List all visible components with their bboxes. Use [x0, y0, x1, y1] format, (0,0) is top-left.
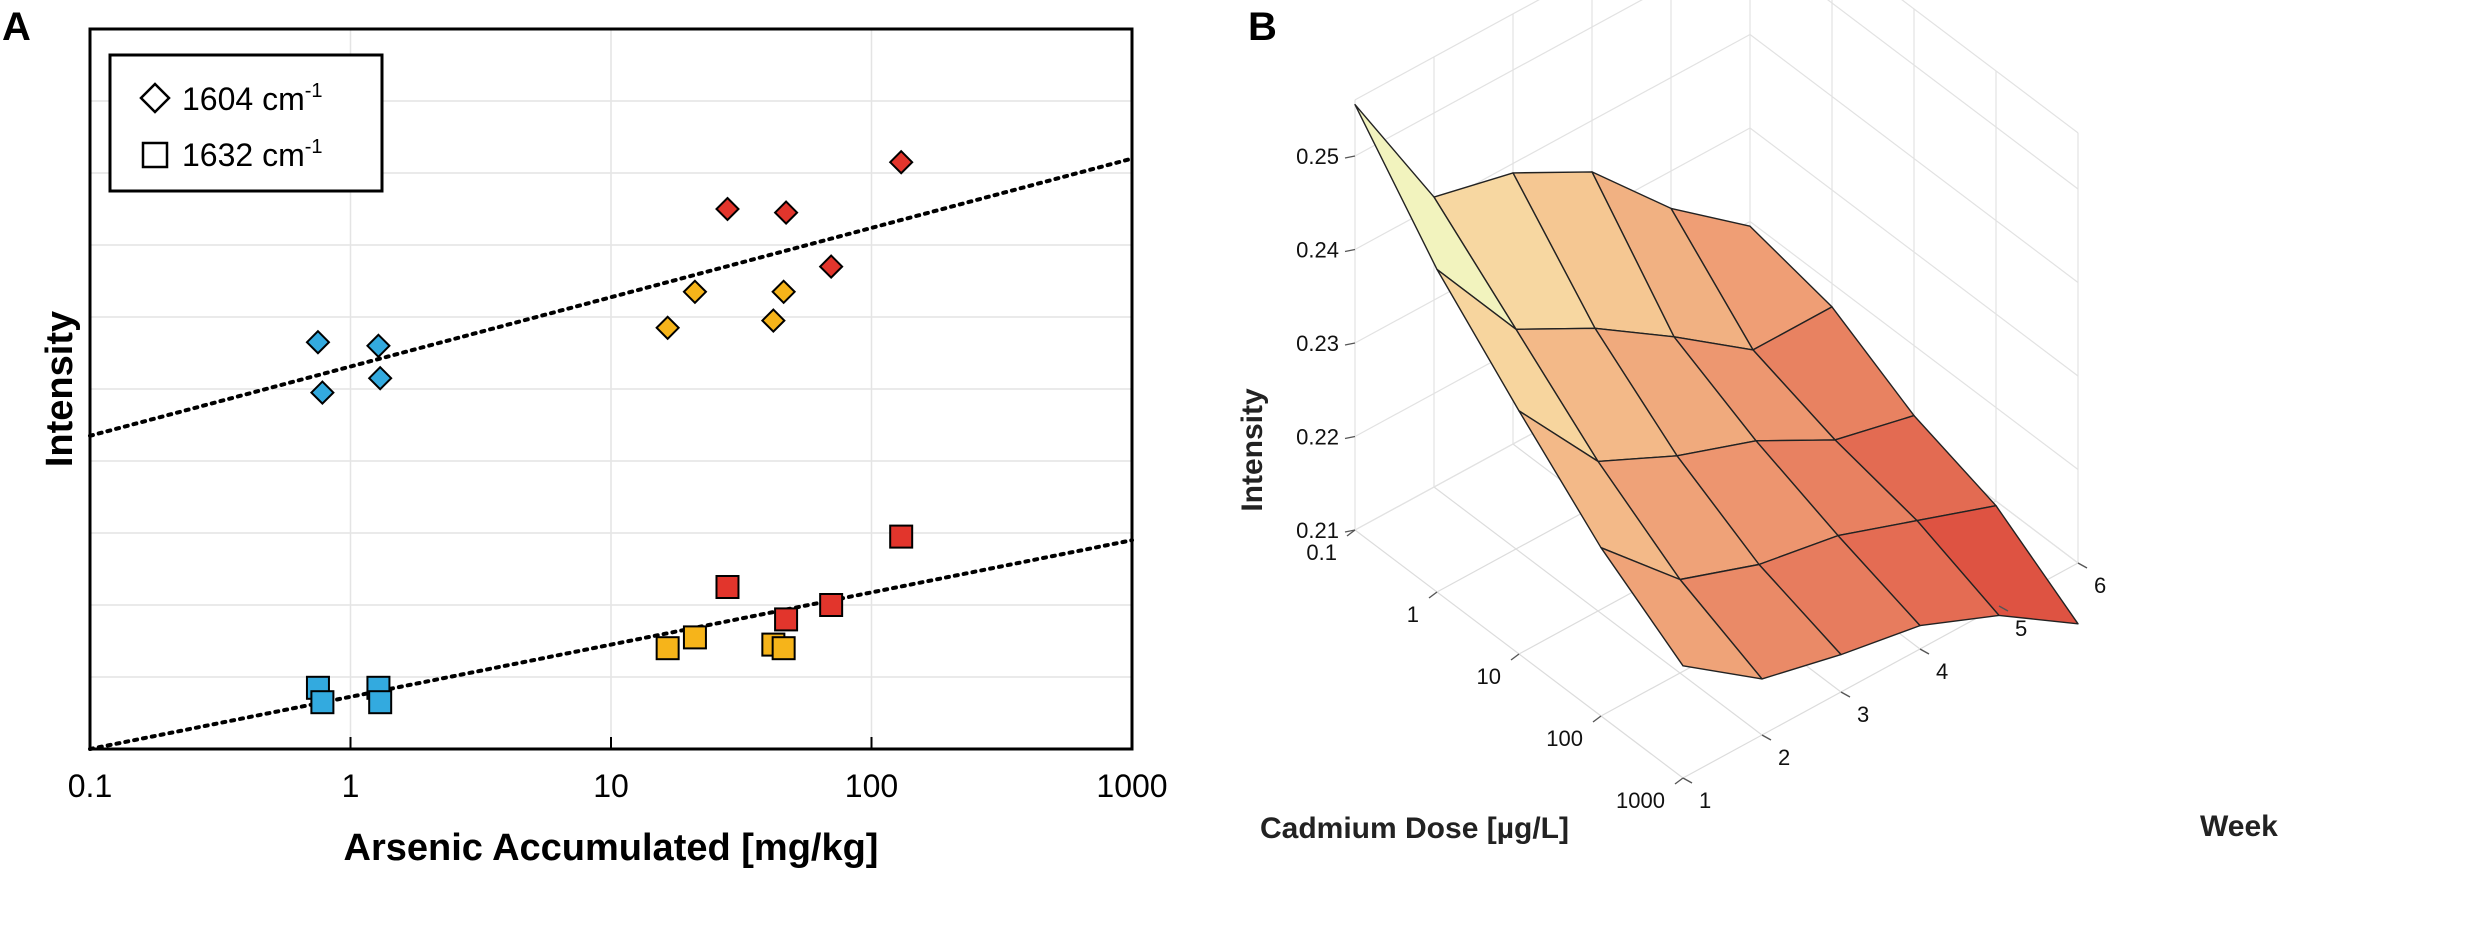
z-tick-label: 0.23	[1296, 331, 1339, 356]
surface-facet	[1600, 547, 1763, 680]
y-tick-label: 4	[1936, 659, 1948, 684]
panel-a-x-ticks: 0.1 1 10 100 1000	[68, 737, 1168, 804]
y-tick-mark	[1919, 648, 1930, 655]
floor-gridline	[1433, 486, 1763, 736]
x-tick-mark	[1428, 591, 1438, 599]
y-tick-label: 1	[1699, 788, 1711, 813]
legend-entry-1632-text: 1632 cm	[182, 137, 305, 173]
panel-b-surface	[1354, 103, 2079, 680]
x-tick-label: 1000	[1096, 768, 1167, 804]
x-tick-mark	[1346, 529, 1356, 537]
data-point-square	[771, 636, 796, 661]
x-tick-label: 1	[342, 768, 360, 804]
x-tick-mark	[1592, 715, 1602, 723]
z-tick-mark	[1344, 342, 1356, 346]
z-tick-label: 0.22	[1296, 425, 1339, 450]
data-point-square	[368, 690, 393, 715]
panel-a-scatter-chart: A 0.1 1 10 100 1000 Arsenic Accumulated [mg/…	[2, 5, 1168, 869]
x-tick-mark	[1674, 777, 1684, 785]
y-tick-label: 2	[1778, 745, 1790, 770]
data-point-square	[819, 593, 844, 617]
y-tick-mark	[2077, 562, 2088, 569]
panel-a-trendlines	[88, 156, 1134, 751]
legend-entry-1632-superscript: -1	[305, 136, 323, 158]
z-tick-mark	[1344, 435, 1356, 440]
panel-a-label: A	[2, 5, 31, 49]
data-point-diamond	[771, 279, 797, 305]
data-point-diamond	[715, 196, 740, 222]
data-point-diamond	[305, 329, 331, 355]
legend-square-icon	[141, 141, 169, 169]
panel-b-z-axis-title: Intensity	[1236, 388, 1269, 512]
x-tick-label: 0.1	[68, 768, 112, 804]
data-point-diamond	[367, 365, 393, 391]
data-point-diamond	[888, 149, 914, 175]
data-point-square	[774, 607, 799, 632]
legend-entry-1604: 1604 cm-1	[182, 80, 323, 117]
x-tick-mark	[1510, 653, 1520, 661]
trendline	[88, 538, 1134, 751]
y-tick-mark	[1761, 734, 1772, 741]
data-point-diamond	[760, 308, 786, 334]
data-point-square	[889, 524, 914, 549]
x-tick-label: 10	[1477, 664, 1501, 689]
wall-top-edge	[1354, 0, 1540, 101]
x-tick-label: 1	[1407, 602, 1419, 627]
trendline	[88, 156, 1134, 438]
panel-a-legend: 1604 cm-1 1632 cm-1	[108, 53, 384, 193]
z-tick-label: 0.25	[1296, 144, 1339, 169]
z-tick-label: 0.24	[1296, 238, 1339, 263]
wall-top-edge	[1901, 0, 2079, 134]
x-tick-label: 0.1	[1306, 540, 1337, 565]
data-point-square	[310, 690, 335, 715]
legend-entry-1604-superscript: -1	[305, 80, 323, 102]
data-point-diamond	[682, 279, 708, 305]
panel-b-x-axis-title: Cadmium Dose [µg/L]	[1260, 812, 1569, 845]
x-tick-label: 10	[593, 768, 629, 804]
data-point-diamond	[366, 333, 391, 359]
z-tick-mark	[1344, 529, 1356, 533]
panel-a-x-axis-title: Arsenic Accumulated [mg/kg]	[344, 827, 879, 869]
x-tick-label: 1000	[1616, 788, 1665, 813]
data-point-diamond	[309, 380, 335, 406]
data-point-square	[655, 636, 680, 661]
wall-gridline	[1354, 0, 1643, 157]
panel-a-y-axis-title: Intensity	[39, 311, 81, 467]
legend-entry-1604-text: 1604 cm	[182, 81, 305, 117]
y-tick-label: 6	[2094, 573, 2106, 598]
legend-box	[108, 53, 384, 193]
y-tick-label: 3	[1857, 702, 1869, 727]
panel-b-label: B	[1248, 5, 1277, 49]
y-tick-mark	[1998, 605, 2009, 612]
panel-b-ticks: 0.21 0.22 0.23 0.24 0.25 0.1 1 10 100 1000 1 2 3 4 5 6	[1296, 144, 2106, 813]
data-point-diamond	[655, 315, 681, 341]
z-tick-mark	[1344, 248, 1356, 253]
data-point-square	[682, 625, 707, 650]
panel-b-y-axis-title: Week	[2200, 810, 2278, 843]
x-tick-label: 100	[1546, 726, 1583, 751]
data-point-square	[715, 575, 740, 599]
y-tick-mark	[1682, 777, 1693, 784]
y-tick-label: 5	[2015, 616, 2027, 641]
legend-diamond-icon	[139, 82, 171, 114]
panel-a-points	[305, 149, 914, 715]
y-tick-mark	[1840, 691, 1851, 698]
x-tick-label: 100	[845, 768, 898, 804]
z-tick-mark	[1344, 155, 1356, 159]
panel-b-surface-chart: B 0.21 0.22 0.23 0.24 0.25 0.1 1 10 100 1000 1 2 3 4 5…	[1236, 0, 2278, 845]
data-point-diamond	[818, 254, 844, 280]
legend-entry-1632: 1632 cm-1	[182, 136, 323, 173]
z-tick-label: 0.21	[1296, 518, 1339, 543]
data-point-diamond	[773, 200, 799, 226]
